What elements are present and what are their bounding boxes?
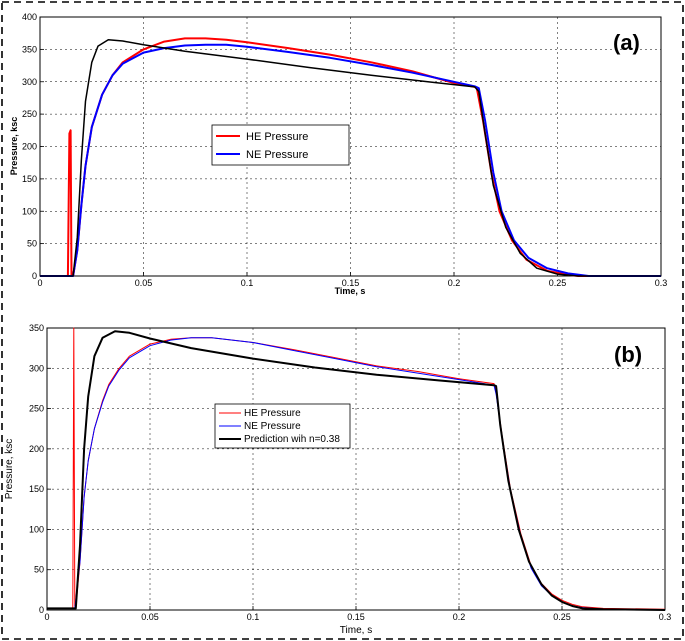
chart-panel-a: 0 0.05 0.1 0.15 0.2 0.25 0.3 0 50 100 150 200 250 300…: [9, 12, 667, 296]
series-b: [47, 327, 666, 611]
y-tick-label-5: 250: [22, 109, 37, 119]
x-tick-label-6: 0.3: [655, 278, 668, 288]
y-tick-label-0: 0: [39, 605, 44, 615]
y-axis-label-a: Pressure, ksc: [9, 117, 19, 176]
x-tick-label-3: 0.15: [347, 612, 365, 622]
legend-label-ne-b: NE Pressure: [244, 421, 301, 432]
y-tick-label-6: 300: [22, 77, 37, 87]
x-tick-label-1: 0.05: [135, 278, 153, 288]
legend-b: HE Pressure NE Pressure Prediction wih n…: [214, 403, 351, 449]
y-tick-label-1: 50: [34, 565, 44, 575]
x-tick-label-5: 0.25: [549, 278, 567, 288]
x-tick-label-4: 0.2: [453, 612, 466, 622]
x-tick-label-3: 0.15: [342, 278, 360, 288]
y-tick-label-6: 300: [29, 363, 44, 373]
x-tick-label-5: 0.25: [553, 612, 571, 622]
y-axis-label-b: Pressure, ksc: [4, 439, 15, 500]
tick-labels-a: 0 0.05 0.1 0.15 0.2 0.25 0.3 0 50 100 150 200 250 300…: [22, 12, 667, 288]
y-tick-label-4: 200: [22, 142, 37, 152]
y-tick-label-8: 400: [22, 12, 37, 22]
x-tick-label-1: 0.05: [141, 612, 159, 622]
panel-label-b: (b): [614, 342, 642, 367]
y-tick-label-5: 250: [29, 404, 44, 414]
x-tick-label-0: 0: [37, 278, 42, 288]
tick-labels-b: 0 0.05 0.1 0.15 0.2 0.25 0.3 0 50 100 150 200 250 300…: [29, 323, 671, 622]
x-tick-label-4: 0.2: [448, 278, 461, 288]
legend-label-he-a: HE Pressure: [246, 131, 308, 143]
series-line-a-1: [40, 43, 661, 277]
y-tick-label-7: 350: [22, 44, 37, 54]
x-axis-label-b: Time, s: [340, 625, 372, 636]
panel-label-a: (a): [613, 30, 640, 55]
series-a: [40, 37, 661, 277]
grid-b: [46, 327, 666, 611]
y-tick-label-3: 150: [22, 174, 37, 184]
y-tick-label-1: 50: [27, 239, 37, 249]
x-tick-label-6: 0.3: [659, 612, 672, 622]
chart-panel-b: 0 0.05 0.1 0.15 0.2 0.25 0.3 0 50 100 150 200 250 300…: [4, 323, 671, 636]
y-tick-label-0: 0: [32, 271, 37, 281]
grid-a: [39, 16, 662, 277]
x-axis-label-a: Time, s: [335, 286, 366, 296]
x-tick-label-2: 0.1: [241, 278, 254, 288]
legend-box-a: [211, 124, 350, 166]
series-line-a-2: [40, 38, 661, 277]
x-tick-label-0: 0: [44, 612, 49, 622]
legend-a: HE Pressure NE Pressure: [211, 124, 350, 166]
legend-label-pred-b: Prediction wih n=0.38: [244, 434, 340, 445]
series-line-b-2: [47, 330, 666, 611]
y-tick-label-3: 150: [29, 484, 44, 494]
legend-label-ne-a: NE Pressure: [246, 149, 308, 161]
y-tick-label-7: 350: [29, 323, 44, 333]
x-tick-label-2: 0.1: [247, 612, 260, 622]
legend-label-he-b: HE Pressure: [244, 408, 301, 419]
y-tick-label-2: 100: [29, 524, 44, 534]
y-tick-label-4: 200: [29, 444, 44, 454]
y-tick-label-2: 100: [22, 206, 37, 216]
